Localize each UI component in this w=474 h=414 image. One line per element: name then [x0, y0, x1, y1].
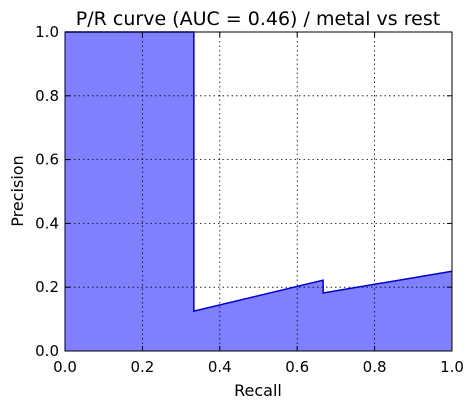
x-tick-label: 0.6 [285, 358, 309, 376]
chart-title: P/R curve (AUC = 0.46) / metal vs rest [76, 8, 440, 30]
y-tick-label: 0.4 [35, 214, 59, 232]
plot-frame [64, 31, 453, 352]
tick-layer: 0.0 0.2 0.4 0.6 0.8 1.0 0.0 0.2 0.4 0.6 0.8 1.0 [35, 23, 464, 376]
pr-area-fill [65, 32, 452, 351]
y-tick-label: 0.8 [35, 87, 59, 105]
grid-layer [65, 32, 452, 351]
y-tick-label: 0.6 [35, 151, 59, 169]
x-axis-label: Recall [234, 381, 282, 400]
area-layer [65, 32, 452, 351]
y-tick-label: 1.0 [35, 23, 59, 41]
x-tick-label: 0.2 [130, 358, 154, 376]
y-axis-label: Precision [8, 155, 27, 226]
x-tick-label: 0.0 [53, 358, 77, 376]
y-tick-label: 0.0 [35, 342, 59, 360]
x-tick-label: 0.8 [363, 358, 387, 376]
x-tick-label: 0.4 [208, 358, 232, 376]
y-tick-label: 0.2 [35, 278, 59, 296]
x-tick-label: 1.0 [440, 358, 464, 376]
